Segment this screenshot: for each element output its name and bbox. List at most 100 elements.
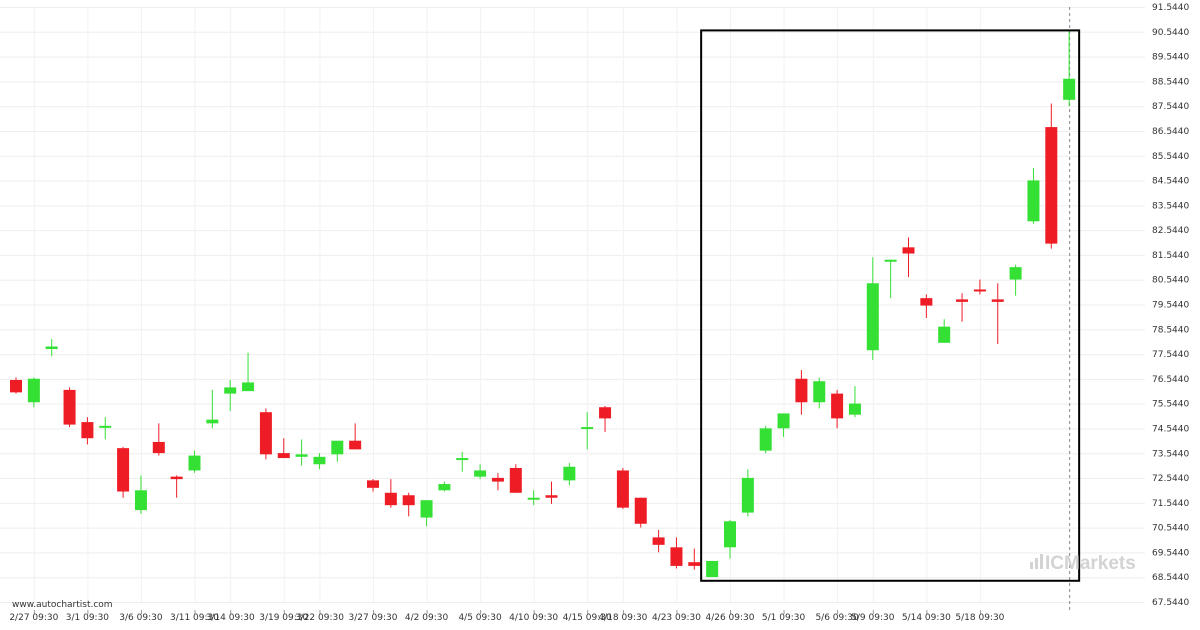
- x-tick-label: 4/23 09:30: [652, 613, 701, 623]
- y-tick-label: 91.5440: [1152, 3, 1189, 13]
- pattern-box-group: [700, 29, 1081, 582]
- x-tick-label: 4/5 09:30: [458, 613, 502, 623]
- candle-body: [777, 413, 790, 429]
- x-tick-label: 4/18 09:30: [598, 613, 647, 623]
- y-tick-label: 90.5440: [1152, 28, 1189, 38]
- candle: [81, 417, 94, 445]
- y-tick-label: 73.5440: [1152, 449, 1189, 459]
- x-tick-label: 2/27 09:30: [9, 613, 58, 623]
- x-tick-label: 3/27 09:30: [348, 613, 397, 623]
- pattern-highlight-box: [700, 29, 1081, 582]
- candle: [117, 446, 130, 498]
- candle-body: [706, 560, 719, 578]
- y-tick-label: 81.5440: [1152, 251, 1189, 261]
- candle-body: [831, 393, 844, 419]
- candle-body: [81, 422, 94, 439]
- candle: [206, 389, 219, 429]
- candle: [99, 417, 112, 440]
- candle: [706, 560, 719, 578]
- candle-body: [1063, 78, 1076, 100]
- autochartist-source-text: www.autochartist.com: [12, 600, 113, 610]
- y-tick-label: 75.5440: [1152, 400, 1189, 410]
- candle: [545, 481, 558, 504]
- x-tick-label: 5/9 09:30: [851, 613, 895, 623]
- candle-body: [99, 425, 112, 428]
- candle: [599, 405, 612, 433]
- x-tick-label: 3/6 09:30: [119, 613, 163, 623]
- x-tick-label: 5/14 09:30: [902, 613, 951, 623]
- candle-body: [1009, 267, 1022, 280]
- candle: [331, 440, 344, 462]
- candle-body: [242, 382, 255, 392]
- candle-body: [527, 497, 540, 500]
- x-tick-label: 3/14 09:30: [206, 613, 255, 623]
- candle: [634, 497, 647, 528]
- candle-body: [795, 378, 808, 403]
- candle: [367, 479, 379, 492]
- candle-body: [759, 428, 772, 451]
- candle: [152, 423, 165, 456]
- candle: [313, 453, 326, 470]
- candle-body: [313, 456, 326, 465]
- y-tick-label: 87.5440: [1152, 102, 1189, 112]
- y-tick-label: 86.5440: [1152, 127, 1189, 137]
- candle-body: [652, 537, 665, 545]
- y-tick-label: 79.5440: [1152, 301, 1189, 311]
- y-tick-label: 72.5440: [1152, 474, 1189, 484]
- candle-body: [117, 448, 130, 492]
- candle-body: [456, 458, 469, 461]
- candle: [688, 548, 701, 570]
- candle: [1045, 103, 1058, 249]
- y-tick-label: 74.5440: [1152, 424, 1189, 434]
- candle-body: [259, 412, 272, 455]
- candle-body: [991, 299, 1004, 302]
- candle: [813, 377, 826, 409]
- candle: [242, 352, 255, 392]
- candle-body: [188, 455, 201, 471]
- candle: [902, 237, 915, 278]
- candle: [1063, 30, 1076, 107]
- candle: [188, 450, 201, 473]
- x-tick-label: 5/6 09:30: [815, 613, 859, 623]
- candle: [670, 537, 683, 569]
- icmarkets-brand-text: ICMarkets: [1045, 553, 1136, 574]
- candle: [795, 370, 808, 415]
- x-axis: 2/27 09:30 3/1 09:30 3/6 09:30 3/11 09:303/…: [9, 610, 1005, 623]
- candle: [938, 319, 951, 343]
- candle: [10, 377, 22, 394]
- candle-body: [724, 521, 736, 548]
- y-tick-label: 76.5440: [1152, 375, 1189, 385]
- x-tick-label: 3/11 09:30: [170, 613, 219, 623]
- candle-body: [349, 440, 362, 450]
- x-tick-label: 4/10 09:30: [509, 613, 558, 623]
- y-tick-label: 70.5440: [1152, 524, 1189, 534]
- candle: [866, 257, 879, 361]
- candle-body: [420, 500, 433, 518]
- y-tick-label: 67.5440: [1152, 598, 1189, 608]
- candle: [884, 259, 897, 299]
- candle-body: [599, 407, 612, 419]
- candle-body: [741, 477, 754, 513]
- y-tick-label: 85.5440: [1152, 152, 1189, 162]
- candle: [45, 339, 58, 357]
- candle-body: [170, 476, 183, 480]
- candle-body: [277, 453, 290, 459]
- candle: [848, 386, 861, 418]
- x-tick-label: 3/1 09:30: [66, 613, 110, 623]
- candle: [1027, 167, 1040, 224]
- candle-body: [813, 381, 826, 403]
- y-tick-label: 80.5440: [1152, 276, 1189, 286]
- candle-body: [27, 378, 40, 403]
- y-tick-label: 82.5440: [1152, 226, 1189, 236]
- icmarkets-logo-icon: [1030, 554, 1043, 569]
- candle: [741, 469, 754, 517]
- grid-lines: [0, 7, 1145, 603]
- candle: [134, 475, 147, 514]
- x-tick-label: 3/19 09:30: [259, 613, 308, 623]
- candle: [456, 451, 469, 472]
- candle-body: [63, 389, 76, 425]
- candle: [491, 472, 504, 491]
- candle-body: [563, 466, 576, 481]
- candle-body: [634, 497, 647, 524]
- candle: [920, 294, 933, 318]
